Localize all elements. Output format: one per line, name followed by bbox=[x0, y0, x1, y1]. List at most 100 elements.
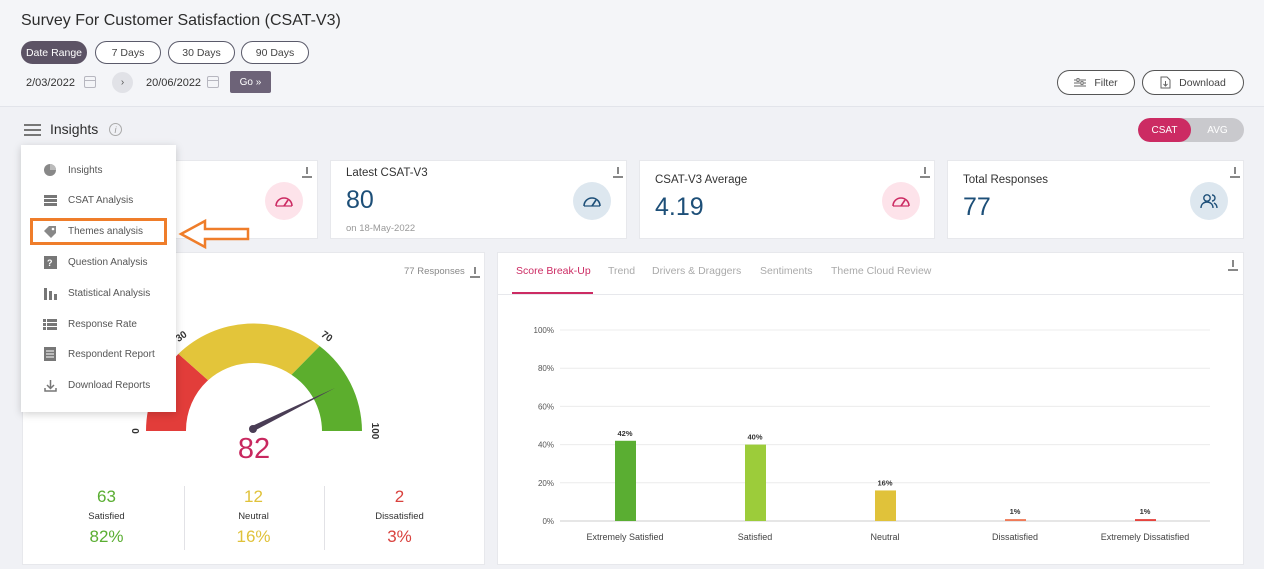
calendar-icon[interactable] bbox=[207, 76, 219, 88]
hamburger-menu-icon[interactable] bbox=[24, 124, 41, 136]
divider bbox=[184, 486, 185, 550]
bar-chart-icon bbox=[43, 287, 57, 300]
total-responses-value: 77 bbox=[963, 193, 991, 221]
gauge-needle-hub bbox=[249, 425, 257, 433]
active-tab-underline bbox=[512, 292, 593, 294]
x-category-label: Dissatisfied bbox=[992, 532, 1038, 542]
total-responses-label: Total Responses bbox=[963, 174, 1049, 186]
insights-dropdown-menu: Insights CSAT Analysis Themes analysis ?… bbox=[21, 145, 176, 412]
filter-icon bbox=[1074, 77, 1087, 86]
download-icon[interactable] bbox=[1228, 260, 1238, 271]
x-category-label: Extremely Dissatisfied bbox=[1101, 532, 1190, 542]
menu-item-themes-analysis[interactable]: Themes analysis bbox=[21, 217, 176, 245]
menu-item-label: Themes analysis bbox=[68, 225, 144, 237]
download-icon[interactable] bbox=[470, 267, 480, 278]
list-icon bbox=[43, 318, 57, 331]
csat-avg-toggle[interactable]: CSAT AVG bbox=[1138, 118, 1244, 142]
download-button[interactable]: Download bbox=[1142, 70, 1244, 95]
download-label: Download bbox=[1179, 76, 1226, 89]
bar-data-label: 16% bbox=[877, 478, 892, 487]
7-days-pill[interactable]: 7 Days bbox=[95, 41, 161, 64]
menu-item-csat-analysis[interactable]: CSAT Analysis bbox=[21, 186, 176, 214]
svg-text:?: ? bbox=[47, 258, 53, 268]
menu-item-respondent-report[interactable]: Respondent Report bbox=[21, 340, 176, 368]
tab-trend[interactable]: Trend bbox=[608, 265, 636, 277]
speedometer-icon bbox=[573, 182, 611, 220]
90-days-pill[interactable]: 90 Days bbox=[241, 41, 309, 64]
chevron-right-icon[interactable]: › bbox=[112, 72, 133, 93]
pie-chart-icon bbox=[43, 164, 57, 177]
bar bbox=[615, 440, 636, 521]
30-days-pill[interactable]: 30 Days bbox=[168, 41, 235, 64]
gauge-value: 82 bbox=[237, 433, 271, 465]
download-icon[interactable] bbox=[1230, 167, 1240, 178]
x-category-label: Satisfied bbox=[738, 532, 773, 542]
satisfied-summary: 63 Satisfied 82% bbox=[29, 487, 184, 547]
document-icon bbox=[43, 347, 57, 361]
menu-item-response-rate[interactable]: Response Rate bbox=[21, 310, 176, 338]
menu-item-label: Insights bbox=[68, 164, 103, 176]
gauge-yellow-segment bbox=[178, 323, 320, 381]
satisfied-count: 63 bbox=[97, 487, 116, 506]
csat-average-value: 4.19 bbox=[655, 193, 704, 221]
dissatisfied-summary: 2 Dissatisfied 3% bbox=[322, 487, 477, 547]
bar-data-label: 40% bbox=[747, 433, 762, 442]
insights-title: Insights bbox=[50, 121, 99, 137]
avg-toggle-option[interactable]: AVG bbox=[1207, 124, 1228, 136]
bar bbox=[745, 444, 766, 521]
file-download-icon bbox=[1160, 76, 1171, 89]
menu-item-label: Statistical Analysis bbox=[68, 287, 151, 299]
gauge-tick-0: 0 bbox=[131, 428, 142, 434]
page-title: Survey For Customer Satisfaction (CSAT-V… bbox=[21, 12, 341, 29]
bar-data-label: 42% bbox=[617, 429, 632, 438]
tab-drivers-draggers[interactable]: Drivers & Draggers bbox=[652, 265, 742, 277]
csat-average-card: CSAT-V3 Average 4.19 bbox=[639, 160, 935, 239]
filter-button[interactable]: Filter bbox=[1057, 70, 1135, 95]
gauge-tick-100: 100 bbox=[369, 423, 380, 440]
tags-icon bbox=[43, 225, 57, 238]
gauge-green-segment bbox=[291, 346, 362, 431]
menu-item-insights[interactable]: Insights bbox=[21, 156, 176, 184]
download-icon bbox=[43, 379, 57, 392]
download-icon[interactable] bbox=[613, 167, 623, 178]
menu-item-label: Download Reports bbox=[68, 379, 151, 391]
start-date-input[interactable]: 2/03/2022 bbox=[26, 77, 75, 89]
themes-analysis-highlight bbox=[30, 218, 167, 245]
go-button[interactable]: Go » bbox=[230, 71, 271, 93]
y-tick-label: 60% bbox=[538, 402, 554, 411]
calendar-icon[interactable] bbox=[84, 76, 96, 88]
y-tick-label: 80% bbox=[538, 364, 554, 373]
end-date-input[interactable]: 20/06/2022 bbox=[146, 77, 202, 89]
csat-toggle-option[interactable]: CSAT bbox=[1138, 118, 1191, 142]
users-icon bbox=[1190, 182, 1228, 220]
download-icon[interactable] bbox=[302, 167, 312, 178]
neutral-percent: 16% bbox=[236, 527, 271, 546]
menu-item-statistical-analysis[interactable]: Statistical Analysis bbox=[21, 279, 176, 307]
csat-average-label: CSAT-V3 Average bbox=[655, 174, 748, 186]
y-tick-label: 0% bbox=[542, 517, 554, 526]
menu-item-download-reports[interactable]: Download Reports bbox=[21, 371, 176, 399]
bar-data-label: 1% bbox=[1010, 507, 1021, 516]
menu-item-label: CSAT Analysis bbox=[68, 194, 134, 206]
divider bbox=[324, 486, 325, 550]
tab-score-breakup[interactable]: Score Break-Up bbox=[516, 265, 591, 277]
tab-sentiments[interactable]: Sentiments bbox=[760, 265, 813, 277]
responses-count: 77 Responses bbox=[404, 266, 465, 277]
list-icon bbox=[43, 194, 57, 207]
download-icon[interactable] bbox=[920, 167, 930, 178]
latest-csat-card: Latest CSAT-V3 80 on 18-May-2022 bbox=[330, 160, 627, 239]
bar bbox=[1005, 519, 1026, 521]
y-tick-label: 20% bbox=[538, 479, 554, 488]
info-icon[interactable]: i bbox=[109, 123, 122, 136]
y-tick-label: 40% bbox=[538, 441, 554, 450]
tab-theme-cloud-review[interactable]: Theme Cloud Review bbox=[831, 265, 932, 277]
latest-csat-value: 80 bbox=[346, 186, 374, 214]
menu-item-question-analysis[interactable]: ? Question Analysis bbox=[21, 248, 176, 276]
dissatisfied-count: 2 bbox=[394, 487, 405, 506]
bar bbox=[875, 490, 896, 521]
date-range-pill[interactable]: Date Range bbox=[21, 41, 87, 64]
dissatisfied-percent: 3% bbox=[387, 527, 412, 546]
speedometer-icon bbox=[265, 182, 303, 220]
go-label: Go bbox=[239, 76, 253, 88]
bar-data-label: 1% bbox=[1140, 507, 1151, 516]
